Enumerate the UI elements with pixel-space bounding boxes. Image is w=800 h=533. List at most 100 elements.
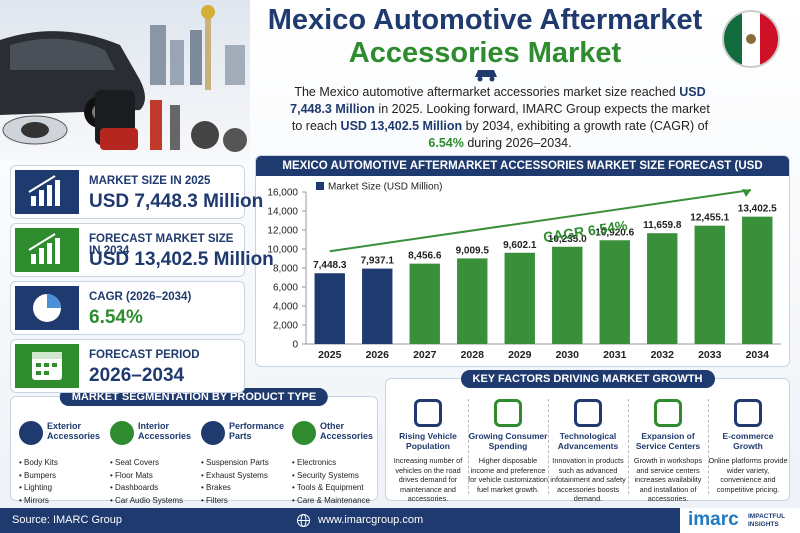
divider xyxy=(468,399,469,494)
intro-part: during 2026–2034. xyxy=(463,136,572,150)
hero-image xyxy=(0,0,250,160)
segment-item: • Exhaust Systems xyxy=(201,470,268,480)
stat-icon xyxy=(15,228,79,272)
intro-part: The Mexico automotive aftermarket access… xyxy=(294,85,680,99)
intro-part: 6.54% xyxy=(428,136,464,150)
factor-column: Expansion of Service Centers Growth in wo… xyxy=(628,397,708,504)
chart-panel: MEXICO AUTOMOTIVE AFTERMARKET ACCESSORIE… xyxy=(255,155,790,367)
factor-text: Growth in workshops and service centers … xyxy=(633,456,703,503)
y-tick-label: 6,000 xyxy=(273,283,298,294)
x-tick-label: 2031 xyxy=(603,349,627,361)
factor-text: Online platforms provide wider variety, … xyxy=(708,456,788,494)
x-tick-label: 2027 xyxy=(413,349,437,361)
factor-title: E-commerce Growth xyxy=(722,431,774,451)
section-title: KEY FACTORS DRIVING MARKET GROWTH xyxy=(460,370,715,388)
bar xyxy=(409,263,440,344)
segment-item-text: Filters xyxy=(206,495,228,505)
stat-card: FORECAST PERIOD 2026–2034 xyxy=(10,339,245,393)
y-tick-label: 14,000 xyxy=(267,207,298,218)
segment-item: • Dashboards xyxy=(110,483,159,492)
segment-item: • Filters xyxy=(201,495,228,505)
segment-item: • Care & Maintenance xyxy=(292,495,370,505)
intro-part: USD 13,402.5 Million xyxy=(340,119,463,133)
segment-item: • Floor Mats xyxy=(110,470,153,480)
value-label: 7,937.1 xyxy=(361,256,395,267)
factor-text: Innovation in products such as advanced … xyxy=(550,456,626,503)
x-tick-label: 2029 xyxy=(508,349,532,361)
factor-title: Growing Consumer Spending xyxy=(468,431,548,451)
bar xyxy=(694,225,725,344)
segment-item-text: Tools & Equipment xyxy=(296,483,364,492)
bar xyxy=(314,273,345,344)
bar xyxy=(552,246,583,344)
segment-item: • Seat Covers xyxy=(110,458,160,467)
factor-column: Technological Advancements Innovation in … xyxy=(548,397,628,504)
segment-item-text: Mirrors xyxy=(24,495,49,505)
x-tick-label: 2032 xyxy=(651,349,675,361)
factor-icon xyxy=(574,399,602,427)
tagline: IMPACTFUL INSIGHTS xyxy=(748,513,785,528)
factor-column: Rising Vehicle Population Increasing numb… xyxy=(388,397,468,504)
globe-icon xyxy=(297,514,310,527)
segment-item-text: Bumpers xyxy=(24,470,57,480)
stat-label: FORECAST PERIOD xyxy=(89,349,200,361)
arrow-head xyxy=(742,189,751,197)
source: Source: IMARC Group xyxy=(12,514,123,526)
intro-part: in 2025. Looking forward, IMARC Group ex… xyxy=(291,102,710,133)
bar xyxy=(599,240,630,344)
factor-column: Growing Consumer Spending Higher disposab… xyxy=(468,397,548,494)
stat-label: CAGR (2026–2034) xyxy=(89,291,192,303)
factors-panel: KEY FACTORS DRIVING MARKET GROWTH Rising… xyxy=(385,370,790,504)
legend-label: Market Size (USD Million) xyxy=(328,182,442,193)
segment-item: • Tools & Equipment xyxy=(292,483,364,492)
segment-item: • Bumpers xyxy=(19,470,57,480)
value-label: 8,456.6 xyxy=(408,251,442,262)
x-tick-label: 2034 xyxy=(746,349,770,361)
bar xyxy=(457,258,488,344)
divider xyxy=(628,399,629,494)
segment-item-text: Car Audio Systems xyxy=(115,495,184,505)
segment-item: • Suspension Parts xyxy=(201,458,269,467)
bar xyxy=(742,216,773,344)
logo: imarc xyxy=(688,509,739,530)
factor-title: Expansion of Service Centers xyxy=(635,431,701,451)
factor-title: Technological Advancements xyxy=(557,431,619,451)
value-label: 7,448.3 xyxy=(313,260,347,271)
y-tick-label: 0 xyxy=(292,340,298,351)
chart-title: MEXICO AUTOMOTIVE AFTERMARKET ACCESSORIE… xyxy=(256,156,789,192)
stat-card: FORECAST MARKET SIZE IN 2034 USD 13,402.5… xyxy=(10,223,274,277)
factor-column: E-commerce Growth Online platforms provid… xyxy=(708,397,788,494)
segment-item-text: Lighting xyxy=(24,483,53,492)
bar xyxy=(647,233,678,344)
stat-value: 2026–2034 xyxy=(89,365,185,386)
y-tick-label: 10,000 xyxy=(267,245,298,256)
segment-item-text: Security Systems xyxy=(297,470,359,480)
value-label: 13,402.5 xyxy=(738,204,777,215)
footer: Source: IMARC Group www.imarcgroup.com i… xyxy=(0,508,800,533)
stat-icon xyxy=(15,286,79,330)
factor-icon xyxy=(734,399,762,427)
factor-icon xyxy=(494,399,522,427)
intro-part: by 2034, exhibiting a growth rate (CAGR)… xyxy=(462,119,709,133)
value-label: 9,602.1 xyxy=(503,240,537,251)
stat-value: USD 13,402.5 Million xyxy=(89,249,274,270)
segment-icon xyxy=(292,421,316,445)
trend-arrow xyxy=(329,189,752,253)
legend-swatch xyxy=(316,182,324,190)
factor-icon xyxy=(414,399,442,427)
x-tick-label: 2030 xyxy=(556,349,580,361)
segment-item-text: Care & Maintenance xyxy=(297,495,370,505)
stat-card: MARKET SIZE IN 2025 USD 7,448.3 Million xyxy=(10,165,263,219)
stat-icon xyxy=(15,170,79,214)
y-tick-label: 12,000 xyxy=(267,226,298,237)
divider xyxy=(548,399,549,494)
bar xyxy=(362,268,393,344)
stat-label: FORECAST MARKET SIZE IN 2034 xyxy=(89,233,234,257)
segment-icon xyxy=(19,421,43,445)
website[interactable]: www.imarcgroup.com xyxy=(318,514,424,526)
intro-text: The Mexico automotive aftermarket access… xyxy=(290,84,710,152)
bar xyxy=(504,252,535,344)
car-icon xyxy=(475,70,497,82)
segment-item-text: Floor Mats xyxy=(115,470,153,480)
stat-value: 6.54% xyxy=(89,307,143,328)
